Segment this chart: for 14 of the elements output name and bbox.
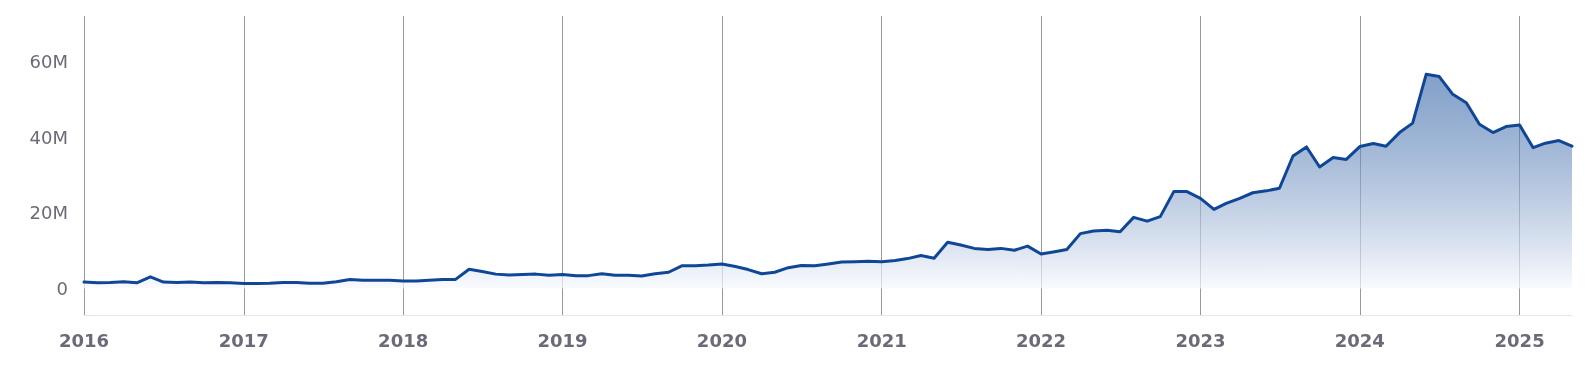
- x-tick-label: 2022: [1016, 329, 1067, 351]
- x-tick-label: 2017: [218, 329, 269, 351]
- y-tick-label: 20M: [29, 202, 68, 224]
- y-tick-label: 40M: [29, 126, 68, 148]
- x-tick-label: 2023: [1175, 329, 1226, 351]
- x-tick-label: 2021: [856, 329, 907, 351]
- x-tick-label: 2016: [58, 329, 110, 351]
- y-tick-label: 60M: [29, 50, 68, 72]
- x-tick-label: 2019: [537, 329, 588, 351]
- x-tick-label: 2018: [378, 329, 429, 351]
- x-tick-label: 2024: [1334, 329, 1385, 351]
- x-tick-label: 2020: [696, 329, 747, 351]
- x-tick-label: 2025: [1494, 329, 1545, 351]
- y-tick-label: 0: [56, 278, 68, 300]
